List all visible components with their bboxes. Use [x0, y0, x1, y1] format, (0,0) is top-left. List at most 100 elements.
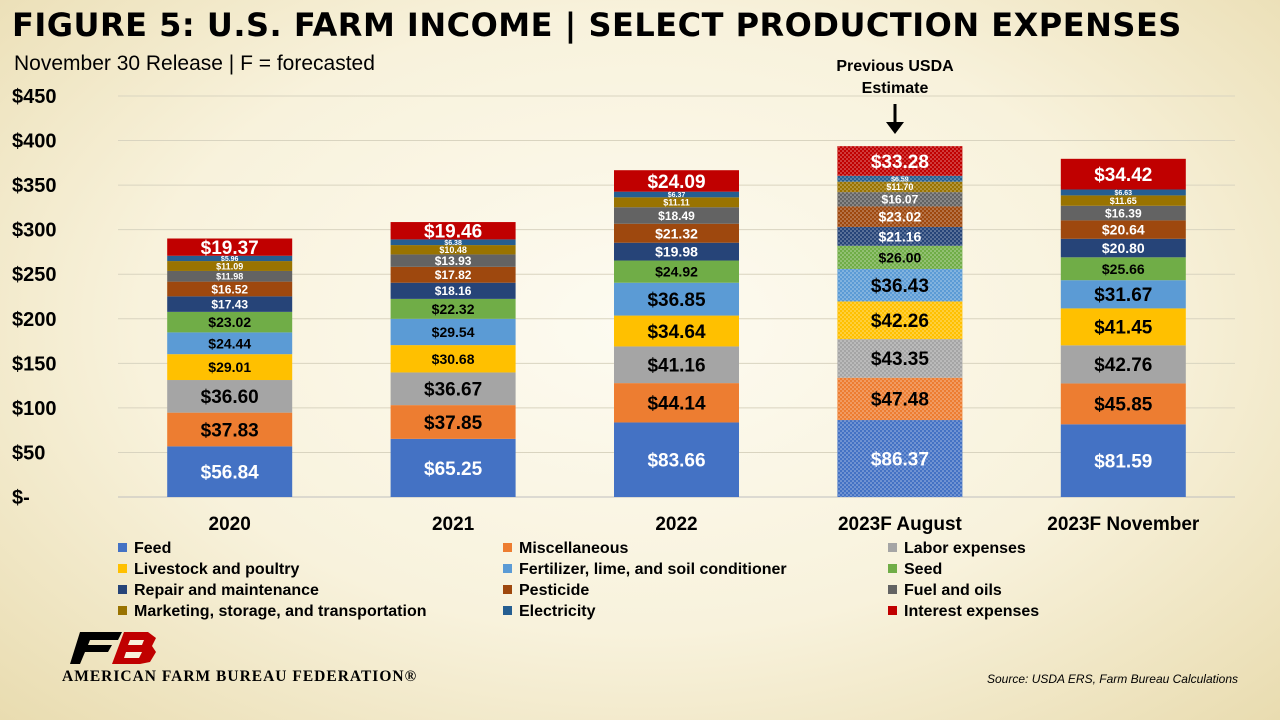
- legend-label: Fuel and oils: [904, 582, 1002, 599]
- legend-label: Repair and maintenance: [134, 582, 319, 599]
- data-label: $18.49: [658, 209, 695, 223]
- data-label: $41.45: [1094, 318, 1153, 339]
- data-label: $34.64: [647, 322, 706, 343]
- bar-segment: [390, 222, 516, 240]
- legend-swatch: [118, 585, 127, 594]
- bar-segment-pattern: [837, 301, 963, 340]
- bar-segment: [167, 380, 293, 413]
- bar-segment-pattern: [837, 420, 963, 497]
- y-tick-label: $450: [12, 86, 57, 108]
- bar-segment-pattern: [837, 206, 963, 227]
- legend-swatch: [118, 606, 127, 615]
- legend-item: Miscellaneous: [503, 538, 628, 559]
- data-label: $19.37: [201, 238, 259, 259]
- data-label: $81.59: [1094, 451, 1152, 472]
- legend-swatch: [503, 543, 512, 552]
- x-tick-label: 2021: [432, 514, 475, 535]
- bar-segment: [614, 315, 739, 347]
- bar-segment-pattern: [837, 245, 963, 269]
- data-label: $21.32: [655, 225, 698, 241]
- data-label: $47.48: [871, 390, 929, 411]
- data-label: $11.98: [216, 272, 243, 282]
- bar-segment: [1060, 220, 1186, 239]
- data-label: $41.16: [647, 356, 705, 377]
- bar-segment: [1060, 257, 1186, 281]
- y-tick-label: $300: [12, 220, 57, 242]
- bar-segment: [390, 254, 516, 267]
- bar-segment: [1060, 158, 1186, 190]
- y-tick-label: $250: [12, 264, 57, 286]
- bars: [167, 146, 1186, 497]
- bar-segment-pattern: [837, 377, 963, 421]
- legend-item: Seed: [888, 559, 942, 580]
- x-tick-label: 2023F August: [838, 514, 963, 535]
- chart-title: FIGURE 5: U.S. FARM INCOME | SELECT PROD…: [12, 6, 1182, 44]
- data-label: $23.02: [208, 314, 251, 330]
- data-label: $5.96: [221, 256, 239, 263]
- data-label: $11.11: [663, 198, 690, 208]
- bar-segment: [614, 383, 739, 423]
- bar-segment: [167, 261, 293, 271]
- data-label: $13.93: [435, 254, 472, 268]
- bar-segment: [1060, 189, 1186, 196]
- legend-swatch: [118, 564, 127, 573]
- legend-label: Labor expenses: [904, 540, 1026, 557]
- bar-segment: [390, 266, 516, 283]
- bar-segment: [614, 282, 739, 316]
- bar-segment: [167, 238, 293, 256]
- bar-segment: [167, 412, 293, 447]
- legend-item: Fertilizer, lime, and soil conditioner: [503, 559, 787, 580]
- bar-segment: [1060, 345, 1186, 384]
- bar-segment: [390, 298, 516, 319]
- data-label: $25.66: [1102, 261, 1145, 277]
- bar-segment: [390, 282, 516, 299]
- data-label: $44.14: [647, 394, 706, 415]
- legend-swatch: [888, 606, 897, 615]
- bar-segment: [1060, 424, 1186, 497]
- x-tick-label: 2022: [655, 514, 697, 535]
- legend-item: Feed: [118, 538, 171, 559]
- data-label: $19.98: [655, 244, 698, 260]
- data-label: $42.26: [871, 311, 929, 332]
- y-tick-label: $100: [12, 398, 57, 420]
- bar-segment: [167, 446, 293, 497]
- data-label: $26.00: [878, 249, 921, 265]
- legend-label: Livestock and poultry: [134, 561, 300, 578]
- data-label: $86.37: [871, 449, 929, 470]
- bar-segment: [1060, 205, 1186, 221]
- legend-item: Labor expenses: [888, 538, 1026, 559]
- data-label: $21.16: [878, 228, 921, 244]
- legend-item: Fuel and oils: [888, 580, 1002, 601]
- bar-segment: [390, 405, 516, 439]
- data-label: $36.43: [871, 276, 929, 297]
- bar-segment: [1060, 383, 1186, 425]
- bar-segment: [390, 318, 516, 346]
- bar-segment: [167, 332, 293, 355]
- legend-swatch: [503, 585, 512, 594]
- data-label: $20.64: [1102, 222, 1145, 238]
- data-label: $42.76: [1094, 355, 1152, 376]
- data-label: $22.32: [432, 301, 475, 317]
- bar-segment: [1060, 238, 1186, 258]
- y-tick-label: $200: [12, 309, 57, 331]
- farm-bureau-logo-icon: [70, 632, 156, 664]
- y-axis-ticks: $- $50 $100 $150 $200 $250 $300 $350 $400 $450: [12, 86, 57, 509]
- y-tick-label: $400: [12, 131, 57, 153]
- data-label: $24.92: [655, 264, 698, 280]
- data-label: $43.35: [871, 349, 930, 370]
- stacked-bar-chart: $- $50 $100 $150 $200 $250 $300 $350 $400 $450 $5…: [12, 58, 1235, 535]
- bar-segment: [614, 170, 739, 192]
- data-label: $17.43: [211, 297, 248, 311]
- bar-segment: [614, 346, 739, 384]
- chart-legend: Feed Miscellaneous Labor expenses Livestock…: [118, 538, 1118, 624]
- data-label: $30.68: [432, 351, 475, 367]
- data-label: $10.48: [439, 245, 467, 255]
- legend-swatch: [888, 543, 897, 552]
- legend-item: Repair and maintenance: [118, 580, 319, 601]
- source-note: Source: USDA ERS, Farm Bureau Calculatio…: [987, 672, 1238, 686]
- data-label: $23.02: [878, 209, 921, 225]
- data-label: $65.25: [424, 459, 483, 480]
- data-label: $16.39: [1105, 206, 1142, 220]
- legend-item: Electricity: [503, 601, 595, 622]
- data-label: $56.84: [201, 463, 260, 484]
